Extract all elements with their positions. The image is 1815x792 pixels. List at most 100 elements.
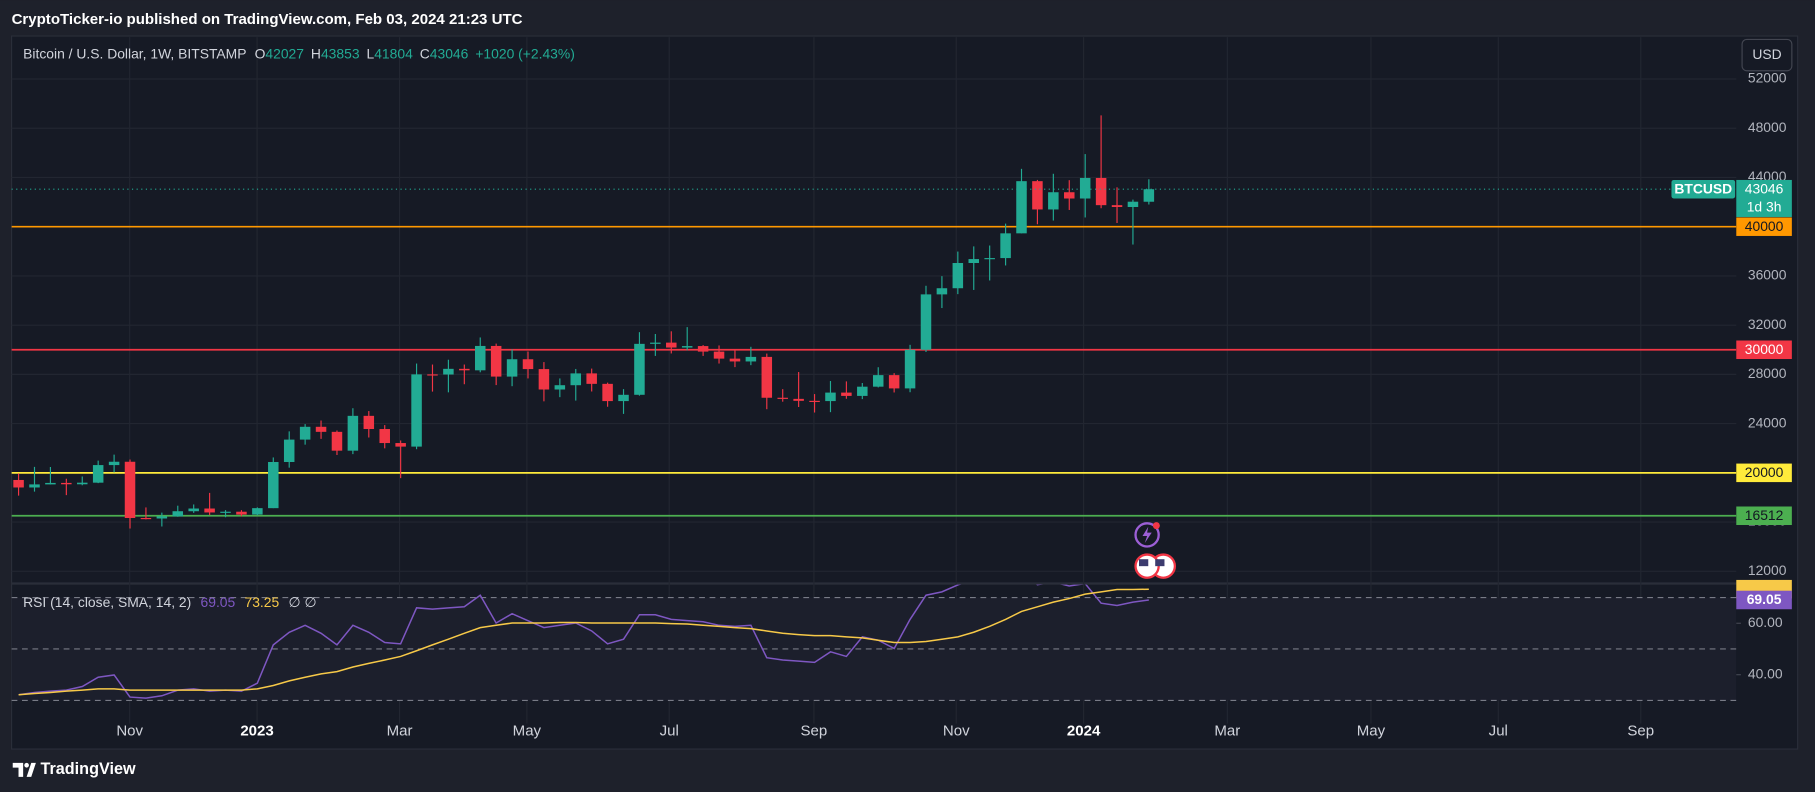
candle-body bbox=[841, 392, 852, 396]
candle-body bbox=[570, 373, 582, 386]
c-value: 43046 bbox=[430, 45, 469, 61]
candle-body bbox=[77, 482, 88, 485]
candle-body bbox=[268, 462, 279, 509]
candle-body bbox=[825, 392, 836, 402]
candle-body bbox=[124, 461, 136, 518]
x-tick-label: Mar bbox=[387, 723, 413, 740]
candle-body bbox=[1032, 181, 1043, 210]
notification-dot bbox=[1152, 522, 1160, 530]
rsi-legend: RSI (14, close, SMA, 14, 2) 69.05 73.25 ∅ ∅ bbox=[23, 594, 316, 610]
candle-body bbox=[554, 385, 566, 390]
candle-body bbox=[331, 431, 343, 451]
candle-body bbox=[697, 346, 709, 352]
candle-body bbox=[427, 374, 438, 376]
candle-body bbox=[761, 356, 773, 398]
c-label: C bbox=[420, 45, 430, 61]
candle-body bbox=[920, 294, 932, 350]
change: +1020 (+2.43%) bbox=[475, 45, 575, 61]
candle-body bbox=[1016, 181, 1027, 234]
candle-body bbox=[220, 511, 231, 513]
footer-brand: TradingView bbox=[41, 760, 136, 778]
candle-body bbox=[188, 508, 199, 512]
y-tick-label: 28000 bbox=[1748, 365, 1787, 381]
x-tick-label: Mar bbox=[1214, 723, 1240, 740]
candle-body bbox=[395, 443, 406, 447]
x-tick-label: Nov bbox=[943, 723, 970, 740]
sma-value: 73.25 bbox=[245, 594, 280, 610]
candle-body bbox=[45, 482, 56, 485]
candle-body bbox=[172, 511, 184, 517]
candle-body bbox=[618, 394, 629, 402]
candle-body bbox=[650, 342, 661, 344]
rsi-value: 69.05 bbox=[201, 594, 236, 610]
candle-body bbox=[538, 369, 550, 390]
price-pane bbox=[11, 115, 1737, 529]
candle-body bbox=[204, 508, 215, 513]
hidden-values: ∅ ∅ bbox=[289, 594, 317, 610]
x-tick-label: Jul bbox=[660, 723, 679, 740]
candle-body bbox=[602, 383, 613, 402]
level-label: 40000 bbox=[1745, 218, 1784, 234]
axes: Nov 2023 Mar May Jul Sep Nov 2024 Mar May Jul Sep 12… bbox=[116, 70, 1792, 740]
rsi-tick-label: 60.00 bbox=[1748, 614, 1783, 630]
x-tick-label: 2024 bbox=[1067, 723, 1101, 740]
x-tick-label: Sep bbox=[801, 723, 828, 740]
candle-body bbox=[140, 517, 152, 520]
ticker-tag: BTCUSD bbox=[1674, 180, 1732, 196]
l-value: 41804 bbox=[374, 45, 413, 61]
rsi-band bbox=[11, 597, 1737, 701]
candle-body bbox=[666, 342, 677, 348]
y-tick-label: 52000 bbox=[1748, 70, 1787, 86]
candle-body bbox=[586, 373, 597, 384]
candle-body bbox=[522, 359, 534, 370]
level-label-box bbox=[1736, 463, 1792, 483]
candle-body bbox=[347, 415, 359, 451]
rsi-sma-line bbox=[18, 588, 1149, 696]
level-label: 20000 bbox=[1745, 464, 1784, 480]
level-label-box bbox=[1736, 217, 1792, 236]
usd-button-label[interactable]: USD bbox=[1752, 46, 1781, 62]
candle-body bbox=[236, 511, 247, 515]
candle-body bbox=[29, 484, 40, 488]
countdown: 1d 3h bbox=[1747, 198, 1782, 214]
candle-body bbox=[809, 400, 820, 402]
candle-body bbox=[968, 259, 980, 263]
footer-logo: TradingView bbox=[12, 760, 136, 778]
lightning-bolt bbox=[1142, 526, 1152, 544]
usd-button[interactable]: USD bbox=[1741, 38, 1793, 72]
y-tick-label: 12000 bbox=[1748, 562, 1787, 578]
candle-body bbox=[634, 343, 645, 395]
candle-body bbox=[13, 479, 24, 488]
level-label: 30000 bbox=[1745, 341, 1784, 357]
candle-body bbox=[1048, 192, 1059, 210]
candle-body bbox=[379, 429, 390, 444]
candle-body bbox=[443, 368, 454, 375]
candle-body bbox=[1143, 189, 1155, 202]
candle-body bbox=[729, 358, 741, 362]
candle-body bbox=[984, 258, 995, 260]
legend: Bitcoin / U.S. Dollar, 1W, BITSTAMP O4202… bbox=[23, 45, 575, 61]
o-label: O bbox=[255, 45, 266, 61]
candle-body bbox=[61, 482, 72, 485]
rsi-last-box bbox=[1736, 590, 1792, 610]
rsi-last-label: 69.05 bbox=[1747, 591, 1782, 607]
ticker-tag-box bbox=[1671, 179, 1736, 199]
y-tick-label: 48000 bbox=[1748, 119, 1787, 135]
candle-body bbox=[299, 426, 311, 440]
candle-body bbox=[474, 345, 486, 371]
candle-body bbox=[1111, 205, 1123, 208]
usd-button-box[interactable] bbox=[1741, 38, 1793, 72]
x-tick-label: May bbox=[513, 723, 542, 740]
candle-body bbox=[490, 345, 502, 377]
x-tick-label: Jul bbox=[1489, 723, 1508, 740]
event-icons bbox=[1134, 522, 1177, 579]
candle-body bbox=[506, 359, 518, 377]
rsi-tick-label: 40.00 bbox=[1748, 665, 1783, 681]
candle-body bbox=[1079, 177, 1091, 199]
pane-separator bbox=[11, 582, 1737, 585]
candle-body bbox=[1127, 201, 1139, 208]
candle-body bbox=[904, 349, 916, 389]
candle-body bbox=[315, 426, 327, 432]
rsi-pane bbox=[11, 584, 1737, 702]
